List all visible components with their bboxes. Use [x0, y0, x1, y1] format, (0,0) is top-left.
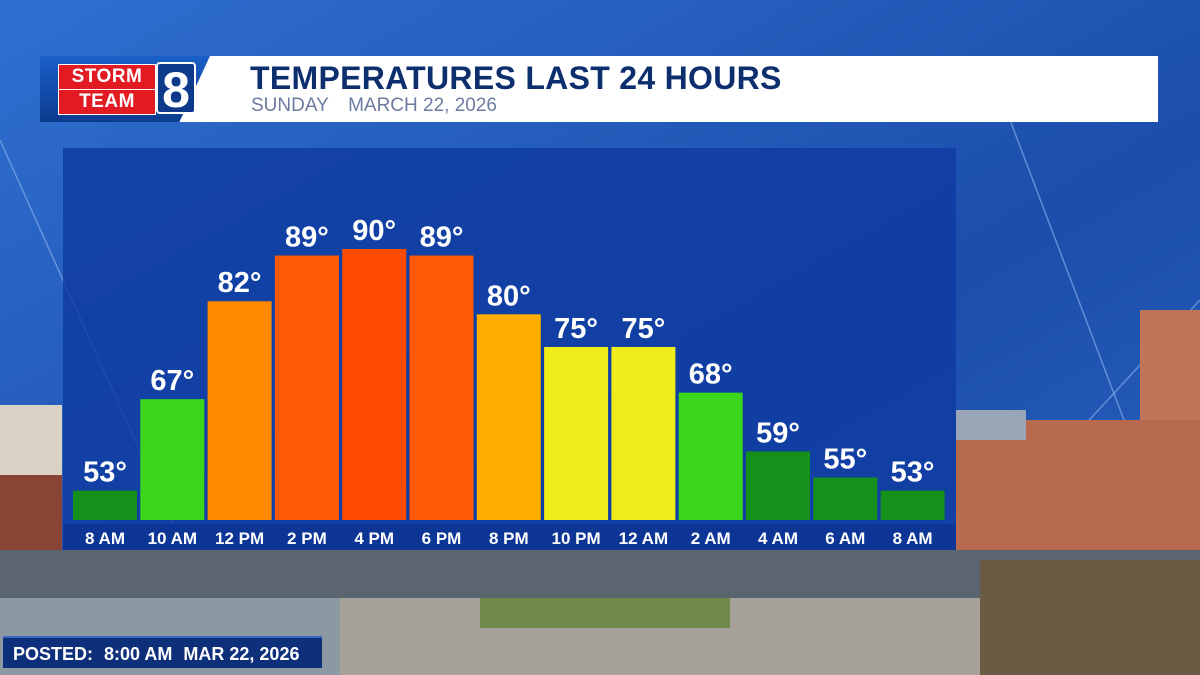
data-label-2: 82°: [218, 267, 262, 299]
posted-label: POSTED:: [13, 644, 94, 664]
data-label-10: 59°: [756, 417, 800, 449]
subtitle-day: SUNDAY: [251, 95, 329, 116]
bar-6: [476, 314, 541, 520]
x-tick-label-9: 2 AM: [691, 529, 731, 548]
x-tick-label-11: 6 AM: [825, 529, 865, 548]
bar-12: [880, 490, 945, 520]
x-tick-label-7: 10 PM: [552, 529, 601, 548]
temperature-bar-chart: 53° 8 AM 67° 10 AM 82° 12 PM 89° 2 PM 90° 4 PM 89°…: [63, 215, 956, 550]
data-label-3: 89°: [285, 222, 329, 254]
x-tick-label-10: 4 AM: [758, 529, 798, 548]
data-label-0: 53°: [83, 457, 127, 489]
bar-0: [73, 490, 137, 520]
posted-date: MAR 22, 2026: [183, 644, 300, 664]
bar-8: [611, 346, 676, 520]
logo-team-text: TEAM: [58, 89, 156, 115]
x-tick-label-2: 12 PM: [215, 529, 264, 548]
header-bar: [40, 56, 1158, 122]
x-tick-label-1: 10 AM: [148, 529, 197, 548]
bar-1: [140, 399, 205, 520]
bar-10: [746, 451, 810, 520]
logo-storm-text: STORM: [58, 64, 156, 90]
x-tick-label-5: 6 PM: [422, 529, 462, 548]
x-tick-label-0: 8 AM: [85, 529, 125, 548]
storm-team-8-logo: STORM TEAM 8: [58, 62, 198, 116]
data-label-7: 75°: [554, 313, 598, 345]
x-tick-label-3: 2 PM: [287, 529, 327, 548]
data-label-5: 89°: [420, 222, 464, 254]
logo-number: 8: [156, 62, 196, 116]
x-tick-label-12: 8 AM: [893, 529, 933, 548]
page-title: TEMPERATURES LAST 24 HOURS: [250, 60, 782, 96]
bar-9: [678, 392, 743, 520]
bar-3: [274, 255, 339, 520]
x-tick-label-6: 8 PM: [489, 529, 529, 548]
page-subtitle: SUNDAY MARCH 22, 2026: [251, 95, 511, 117]
posted-time: 8:00 AM: [104, 644, 173, 664]
data-label-8: 75°: [621, 313, 665, 345]
data-label-12: 53°: [891, 457, 935, 489]
data-label-6: 80°: [487, 280, 531, 312]
subtitle-date: MARCH 22, 2026: [348, 95, 497, 116]
x-axis-band: [63, 524, 956, 550]
bar-7: [544, 346, 609, 520]
bar-5: [409, 255, 474, 520]
data-label-11: 55°: [823, 444, 867, 476]
posted-timestamp: POSTED: 8:00 AM MAR 22, 2026: [3, 636, 322, 668]
data-label-1: 67°: [150, 365, 194, 397]
bar-2: [207, 301, 272, 520]
bar-11: [813, 477, 878, 520]
bar-4: [342, 249, 407, 520]
data-label-4: 90°: [352, 215, 396, 247]
x-tick-label-4: 4 PM: [354, 529, 394, 548]
data-label-9: 68°: [689, 359, 733, 391]
x-tick-label-8: 12 AM: [619, 529, 668, 548]
